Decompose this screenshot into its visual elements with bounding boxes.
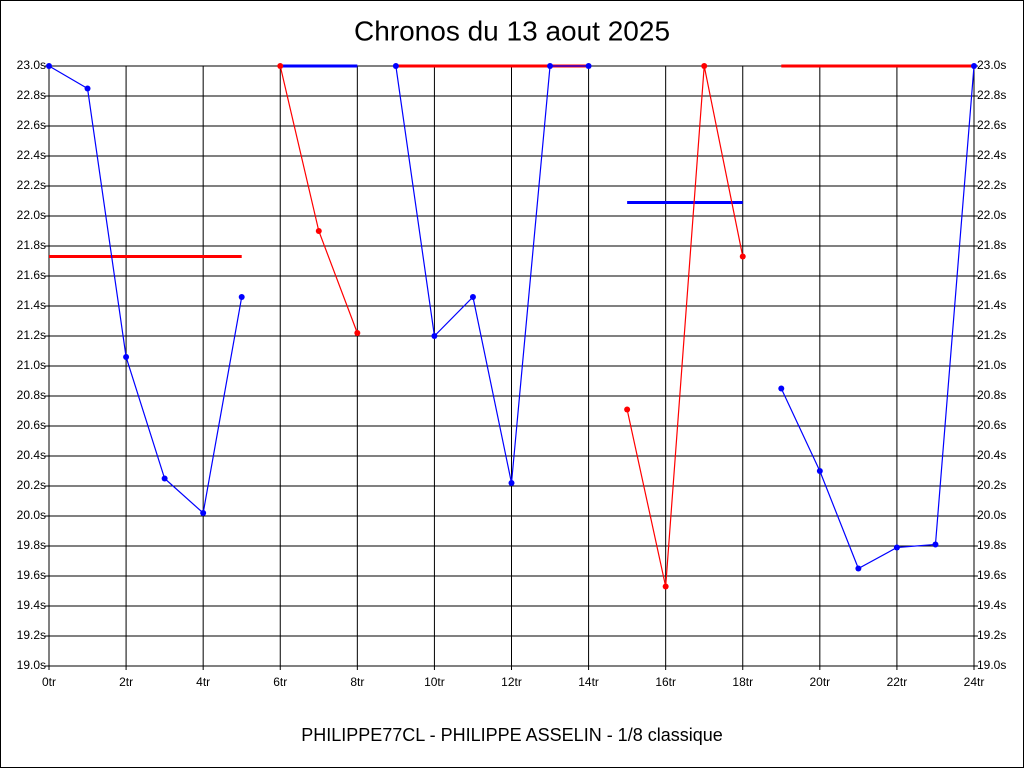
data-point <box>315 228 322 234</box>
y2-tick-label: 19.8s <box>977 538 1006 552</box>
y-tick-label: 19.2s <box>17 628 46 642</box>
series-line <box>395 65 589 484</box>
y2-tick-label: 20.2s <box>977 478 1006 492</box>
series-line <box>48 65 243 515</box>
x-tick-label: 8tr <box>350 675 364 689</box>
x-tick-label: 6tr <box>273 675 287 689</box>
y2-tick-label: 19.0s <box>977 658 1006 672</box>
series-line <box>626 65 744 587</box>
y-tick-label: 19.0s <box>17 658 46 672</box>
x-tick-label: 18tr <box>732 675 753 689</box>
y2-tick-label: 22.2s <box>977 178 1006 192</box>
y2-tick-label: 22.0s <box>977 208 1006 222</box>
y-tick-label: 19.8s <box>17 538 46 552</box>
y-tick-label: 20.8s <box>17 388 46 402</box>
data-point <box>392 63 399 69</box>
data-point <box>277 63 284 69</box>
y-tick-label: 20.6s <box>17 418 46 432</box>
x-tick-label: 22tr <box>887 675 908 689</box>
y-tick-label: 20.2s <box>17 478 46 492</box>
data-point <box>161 475 168 482</box>
y-tick-label: 19.6s <box>17 568 46 582</box>
x-tick-label: 12tr <box>501 675 522 689</box>
x-tick-label: 2tr <box>119 675 133 689</box>
data-point <box>123 354 130 360</box>
data-point <box>46 63 52 69</box>
y-tick-label: 21.6s <box>17 268 46 282</box>
x-tick-label: 10tr <box>424 675 445 689</box>
x-tick-label: 20tr <box>809 675 830 689</box>
x-tick-label: 14tr <box>578 675 599 689</box>
chart-footer: PHILIPPE77CL - PHILIPPE ASSELIN - 1/8 cl… <box>301 725 723 745</box>
data-point <box>739 253 746 260</box>
data-point <box>932 541 939 548</box>
data-point <box>508 480 515 486</box>
x-tick-label: 24tr <box>964 675 985 689</box>
y-tick-label: 20.4s <box>17 448 46 462</box>
data-point <box>200 510 207 516</box>
y-tick-label: 23.0s <box>17 58 46 72</box>
y2-tick-label: 21.0s <box>977 358 1006 372</box>
y-tick-label: 22.0s <box>17 208 46 222</box>
data-point <box>354 330 361 336</box>
y2-tick-label: 20.6s <box>977 418 1006 432</box>
y-tick-label: 22.8s <box>17 88 46 102</box>
data-point <box>469 294 476 300</box>
y2-tick-label: 23.0s <box>977 58 1006 72</box>
chart-title: Chronos du 13 aout 2025 <box>354 15 670 46</box>
y-tick-label: 22.6s <box>17 118 46 132</box>
y2-tick-label: 20.0s <box>977 508 1006 522</box>
data-point <box>84 85 91 92</box>
y-tick-label: 21.4s <box>17 298 46 312</box>
y-tick-label: 22.4s <box>17 148 46 162</box>
y-tick-label: 21.2s <box>17 328 46 342</box>
x-tick-label: 0tr <box>42 675 56 689</box>
data-point <box>585 63 592 69</box>
y-tick-label: 19.4s <box>17 598 46 612</box>
y-tick-label: 22.2s <box>17 178 46 192</box>
y2-tick-label: 19.6s <box>977 568 1006 582</box>
data-point <box>971 63 977 69</box>
y2-tick-label: 19.4s <box>977 598 1006 612</box>
series-line <box>780 65 975 570</box>
y2-tick-label: 20.4s <box>977 448 1006 462</box>
y2-tick-label: 19.2s <box>977 628 1006 642</box>
y2-tick-label: 21.6s <box>977 268 1006 282</box>
data-point <box>778 385 785 392</box>
data-point <box>624 406 631 413</box>
y2-tick-label: 22.8s <box>977 88 1006 102</box>
data-point <box>816 468 823 474</box>
data-point <box>662 583 669 590</box>
y2-tick-label: 22.4s <box>977 148 1006 162</box>
y2-tick-label: 21.4s <box>977 298 1006 312</box>
data-point <box>238 294 245 300</box>
data-point <box>855 565 862 572</box>
data-point <box>431 333 438 339</box>
y2-tick-label: 21.8s <box>977 238 1006 252</box>
y-tick-label: 21.0s <box>17 358 46 372</box>
y-tick-label: 21.8s <box>17 238 46 252</box>
y2-tick-label: 22.6s <box>977 118 1006 132</box>
y2-tick-label: 21.2s <box>977 328 1006 342</box>
y2-tick-label: 20.8s <box>977 388 1006 402</box>
y-tick-label: 20.0s <box>17 508 46 522</box>
data-point <box>547 63 554 69</box>
data-point <box>701 63 708 69</box>
x-tick-label: 16tr <box>655 675 676 689</box>
data-point <box>893 544 900 551</box>
x-tick-label: 4tr <box>196 675 210 689</box>
